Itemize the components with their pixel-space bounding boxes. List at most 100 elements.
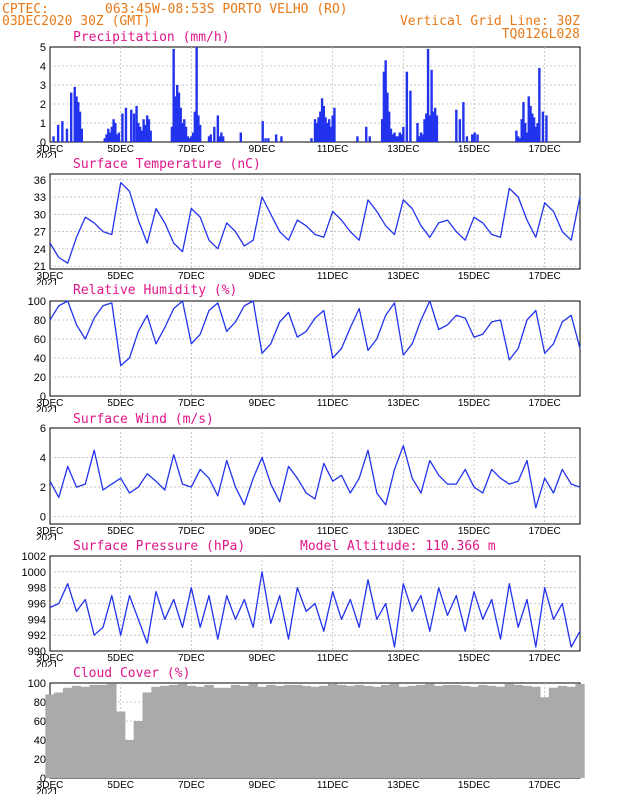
precip-bar xyxy=(103,138,106,142)
precip-bar xyxy=(310,138,313,142)
precip-bar xyxy=(145,115,149,142)
temperature-year-label: 2021 xyxy=(36,278,59,289)
precip-bar xyxy=(458,119,462,142)
precip-bar xyxy=(190,136,193,142)
precip-bar xyxy=(75,96,78,142)
precip-bar xyxy=(186,136,189,142)
cloud-bar xyxy=(531,686,541,778)
cloud-bar xyxy=(301,685,311,778)
humidity-ytick: 80 xyxy=(34,315,46,327)
pressure-xtick: 9DEC xyxy=(249,653,276,664)
precip-bar xyxy=(532,117,536,142)
cloud-bar xyxy=(177,683,188,778)
cloud-bar xyxy=(107,683,117,778)
cloud-bar xyxy=(504,683,514,778)
precip-bar xyxy=(541,111,545,142)
precip-bar xyxy=(322,105,326,142)
precip-bar xyxy=(124,107,128,142)
wind-title: Surface Wind (m/s) xyxy=(73,412,214,427)
precip-ytick: 5 xyxy=(40,42,46,54)
precip-bar xyxy=(529,105,532,142)
cloud-bar xyxy=(63,687,73,778)
cloud-bar xyxy=(310,686,320,778)
precip-bar xyxy=(382,71,386,142)
pressure-ytick: 990 xyxy=(28,646,46,658)
precip-bar xyxy=(425,113,428,142)
cloud-bar xyxy=(239,685,249,778)
temperature-xtick: 5DEC xyxy=(107,271,134,282)
precip-bar xyxy=(426,48,430,142)
precip-bar xyxy=(52,136,55,142)
temperature-xtick: 7DEC xyxy=(178,271,205,282)
precip-bar xyxy=(419,132,423,142)
precip-bar xyxy=(317,117,320,142)
cloud-title: Cloud Cover (%) xyxy=(73,666,190,681)
cloud-bar xyxy=(151,686,161,778)
precip-bar xyxy=(183,119,186,142)
precip-bar xyxy=(105,134,108,142)
cloud-bar xyxy=(381,684,391,778)
precip-bar xyxy=(384,60,387,142)
pressure-panel: 990 992 994 996 998 1000 1002 3DEC 5DEC 7DEC 9DEC 1… xyxy=(22,551,581,671)
precip-bar xyxy=(389,128,393,142)
cloud-ytick: 0 xyxy=(40,773,46,785)
precip-bar xyxy=(140,130,144,142)
cloud-bar xyxy=(495,686,506,778)
cloud-bar xyxy=(319,685,329,778)
cloud-bar xyxy=(398,686,408,778)
precip-xtick: 11DEC xyxy=(317,144,349,155)
precip-bar xyxy=(421,134,424,142)
temperature-xtick: 15DEC xyxy=(458,271,490,282)
precip-bar xyxy=(329,126,333,142)
precip-bar xyxy=(409,90,412,142)
cloud-ytick: 60 xyxy=(34,716,46,728)
precip-bar xyxy=(61,121,64,142)
precip-ytick: 1 xyxy=(40,118,46,130)
cloud-bar xyxy=(363,685,373,778)
precip-bar xyxy=(433,107,437,142)
precip-bar xyxy=(197,115,200,142)
precip-bar xyxy=(172,48,175,142)
precip-bar xyxy=(428,115,432,142)
wind-xtick: 7DEC xyxy=(178,526,205,537)
precip-bar xyxy=(220,132,223,142)
wind-ytick: 0 xyxy=(40,512,46,524)
pressure-ytick: 996 xyxy=(28,599,46,611)
cloud-bar xyxy=(89,684,99,778)
cloud-bar xyxy=(116,711,126,778)
cloud-bar xyxy=(434,685,444,778)
precip-bar xyxy=(319,111,322,142)
precip-bar xyxy=(405,71,409,142)
cloud-xtick: 5DEC xyxy=(107,780,134,791)
cloud-bar xyxy=(442,684,453,778)
precip-bar xyxy=(142,119,145,142)
precip-bar xyxy=(195,47,198,142)
cloud-bar xyxy=(283,684,294,778)
cloud-bar xyxy=(425,683,435,778)
humidity-ytick: 20 xyxy=(34,372,46,384)
temperature-ytick: 36 xyxy=(34,175,46,187)
precip-bar xyxy=(455,109,458,142)
precip-bar xyxy=(525,132,529,142)
humidity-title: Relative Humidity (%) xyxy=(73,283,237,298)
cloud-bar xyxy=(142,692,152,778)
cloud-bar xyxy=(566,686,576,778)
humidity-frame xyxy=(49,300,581,397)
precip-bar xyxy=(435,115,439,142)
precip-bar xyxy=(78,111,82,142)
precip-bar xyxy=(198,124,202,142)
precip-bar xyxy=(174,96,177,142)
precip-bar xyxy=(216,115,220,142)
cloud-bar xyxy=(186,685,196,778)
cloud-xtick: 9DEC xyxy=(249,780,276,791)
cloud-bar xyxy=(230,684,241,778)
precip-bar xyxy=(326,123,329,142)
precip-bar xyxy=(108,132,112,142)
header-model-code: TQ0126L028 xyxy=(502,27,580,42)
humidity-xtick: 5DEC xyxy=(107,398,134,409)
cloud-bar xyxy=(292,684,302,778)
precip-xtick: 5DEC xyxy=(107,144,134,155)
humidity-xtick: 7DEC xyxy=(178,398,205,409)
cloud-bar xyxy=(513,684,523,778)
precip-bar xyxy=(333,107,336,142)
